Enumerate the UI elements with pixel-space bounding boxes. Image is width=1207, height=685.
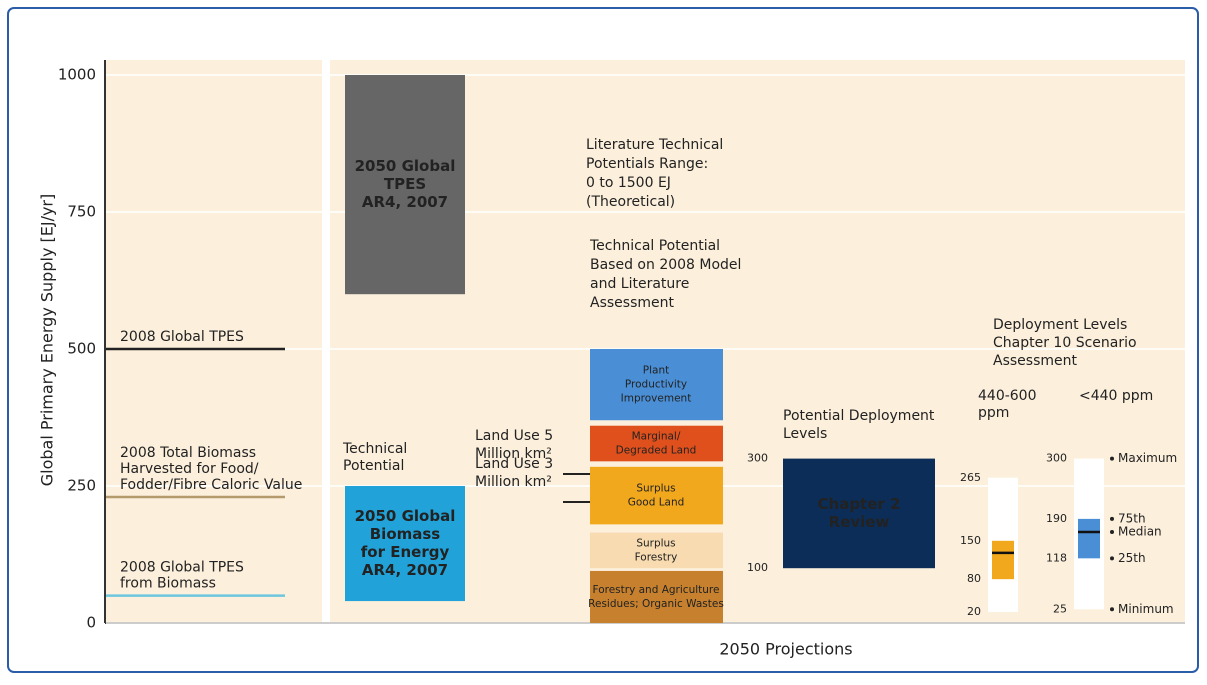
box-name: 440-600	[978, 388, 1037, 404]
review-box	[783, 458, 935, 569]
stack-segment	[590, 425, 723, 462]
segment-label: Residues; Organic Wastes	[588, 598, 724, 610]
segment-label: Productivity	[625, 379, 687, 391]
annotation: Assessment	[993, 353, 1077, 369]
box	[1078, 518, 1100, 559]
review-label: Review	[829, 513, 890, 531]
range-bar	[345, 75, 465, 295]
panel-gap	[322, 60, 330, 623]
annotation: Technical Potential	[589, 238, 720, 254]
box-tick-label: 80	[967, 572, 981, 585]
box-name: ppm	[978, 405, 1009, 421]
box-tick-label: 25	[1053, 602, 1067, 615]
annotation: and Literature	[590, 276, 689, 292]
y-tick-label: 250	[67, 477, 96, 495]
reference-label: 2008 Global TPES	[120, 329, 244, 345]
bar-label: 2050 Global	[355, 507, 456, 525]
stack-segment	[590, 532, 723, 569]
y-tick-label: 750	[67, 203, 96, 221]
annotation: Potentials Range:	[586, 156, 708, 172]
land-use-label: Million km²	[475, 446, 552, 462]
box-tick-label: 265	[960, 471, 981, 484]
x-axis-label: 2050 Projections	[719, 640, 852, 659]
box-tick-label: 118	[1046, 551, 1067, 564]
stat-dot	[1110, 516, 1114, 521]
stack-segment	[590, 570, 723, 623]
segment-label: Marginal/	[632, 431, 681, 443]
bar-label: 2050 Global	[355, 157, 456, 175]
reference-label: from Biomass	[120, 576, 216, 592]
box-tick-label: 300	[1046, 452, 1067, 465]
review-label: Chapter 2	[818, 495, 901, 513]
segment-label: Improvement	[621, 393, 692, 405]
stack-segment	[590, 349, 723, 421]
annotation: Potential	[343, 458, 404, 474]
segment-label: Forestry and Agriculture	[593, 584, 720, 596]
box-name: <440 ppm	[1079, 388, 1153, 404]
annotation: Assessment	[590, 295, 674, 311]
reference-label: 2008 Global TPES	[120, 560, 244, 576]
annotation: Levels	[783, 426, 827, 442]
stat-dot	[1110, 456, 1114, 461]
stat-label: Median	[1118, 525, 1162, 539]
annotation: (Theoretical)	[586, 194, 675, 210]
annotation: Technical	[342, 441, 407, 457]
box-tick-label: 150	[960, 534, 981, 547]
box-tick-label: 190	[1046, 512, 1067, 525]
bar-label: Biomass	[370, 525, 441, 543]
stat-label: 25th	[1118, 551, 1146, 565]
annotation: Literature Technical	[586, 137, 723, 153]
stat-label: 75th	[1118, 511, 1146, 525]
stat-dot	[1110, 530, 1114, 535]
segment-label: Forestry	[635, 551, 678, 563]
y-tick-label: 0	[86, 614, 96, 632]
annotation: Based on 2008 Model	[590, 257, 741, 273]
land-use-label: Land Use 5	[475, 428, 553, 444]
stat-label: Minimum	[1118, 602, 1174, 616]
bar-label: AR4, 2007	[362, 193, 448, 211]
stack-segment	[590, 466, 723, 525]
review-tick-label: 100	[747, 561, 768, 574]
segment-label: Plant	[643, 365, 669, 377]
stat-label: Maximum	[1118, 451, 1177, 465]
y-tick-label: 1000	[58, 66, 96, 84]
segment-label: Surplus	[636, 537, 675, 549]
review-tick-label: 300	[747, 452, 768, 465]
range-bar	[345, 486, 465, 602]
segment-label: Degraded Land	[616, 445, 697, 457]
bar-label: AR4, 2007	[362, 561, 448, 579]
box	[992, 540, 1014, 580]
land-use-label: Million km²	[475, 474, 552, 490]
bar-label: for Energy	[361, 543, 450, 561]
y-tick-label: 500	[67, 340, 96, 358]
segment-label: Surplus	[636, 483, 675, 495]
y-axis-label: Global Primary Energy Supply [EJ/yr]	[38, 194, 57, 487]
bar-label: TPES	[384, 175, 426, 193]
stat-dot	[1110, 556, 1114, 561]
reference-label: Harvested for Food/	[120, 461, 259, 477]
annotation: 0 to 1500 EJ	[586, 175, 671, 191]
box-tick-label: 20	[967, 605, 981, 618]
annotation: Chapter 10 Scenario	[993, 335, 1137, 351]
annotation: Potential Deployment	[783, 408, 935, 424]
reference-label: 2008 Total Biomass	[120, 445, 256, 461]
land-use-label: Land Use 3	[475, 456, 553, 472]
stat-dot	[1110, 607, 1114, 612]
annotation: Deployment Levels	[993, 317, 1127, 333]
segment-label: Good Land	[628, 497, 685, 509]
reference-label: Fodder/Fibre Caloric Value	[120, 477, 302, 493]
